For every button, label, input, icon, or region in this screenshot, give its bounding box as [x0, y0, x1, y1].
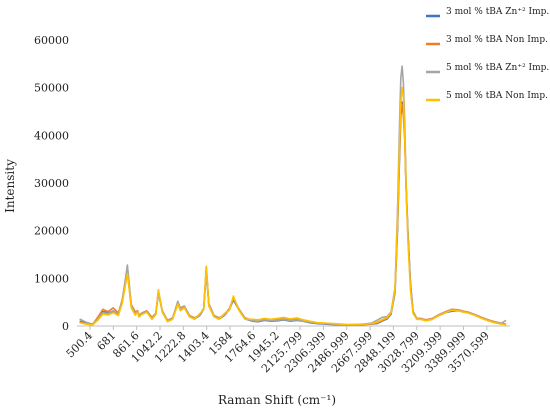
plot-series — [79, 65, 507, 326]
x-axis-title: Raman Shift (cm⁻¹) — [218, 393, 336, 407]
y-tick-label: 40000 — [34, 129, 69, 142]
y-tick-label: 10000 — [34, 272, 69, 285]
legend-label-3: 5 mol % tBA Zn⁺² Imp. — [446, 63, 549, 73]
legend-label-4: 5 mol % tBA Non Imp. — [446, 91, 548, 101]
series-line-3 — [79, 65, 507, 326]
legend-label-2: 3 mol % tBA Non Imp. — [446, 35, 548, 45]
series-line-2 — [79, 103, 507, 326]
legend-label-1: 3 mol % tBA Zn⁺² Imp. — [446, 7, 549, 17]
y-axis-title: Intensity — [3, 159, 17, 213]
y-axis-ticks: 0 10000 20000 30000 40000 50000 60000 — [34, 34, 69, 333]
y-tick-label: 50000 — [34, 82, 69, 95]
legend: 3 mol % tBA Zn⁺² Imp. 3 mol % tBA Non Imp… — [426, 7, 549, 102]
series-line-1 — [79, 101, 507, 326]
x-axis-ticks: 500.4 681861.61042.21222.81403.415841764.… — [64, 326, 492, 375]
x-tick-label: 500.4 — [64, 329, 95, 360]
series-line-4 — [79, 86, 507, 326]
y-tick-label: 60000 — [34, 34, 69, 47]
y-tick-label: 0 — [62, 320, 69, 333]
y-tick-label: 20000 — [34, 225, 69, 238]
y-tick-label: 30000 — [34, 177, 69, 190]
